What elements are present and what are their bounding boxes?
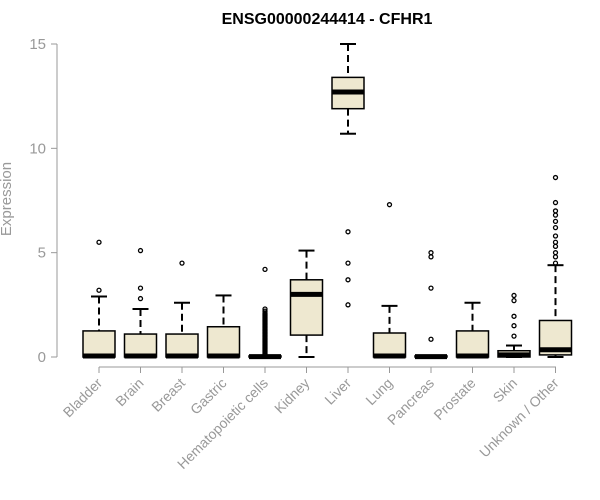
outlier-point [552, 199, 559, 206]
outlier-point [428, 250, 434, 256]
box-breast [165, 260, 199, 359]
outlier-point [137, 295, 144, 302]
outlier-point [552, 233, 559, 239]
outlier-point [428, 336, 434, 342]
outlier-point [262, 266, 268, 273]
box-gastric [206, 294, 241, 359]
box-iqr [289, 279, 324, 336]
outlier-point [386, 202, 393, 208]
outlier-point [345, 277, 351, 283]
outlier-point [511, 292, 517, 299]
box-iqr [82, 330, 116, 358]
outlier-point [552, 212, 559, 218]
outlier-point [552, 243, 559, 250]
outlier-point [345, 260, 351, 266]
box-lung [372, 202, 407, 359]
x-tick-label: Prostate [430, 375, 478, 423]
outlier-point [511, 313, 517, 319]
outlier-point [552, 260, 559, 266]
box-hematopoietic-cells [248, 266, 282, 360]
box-prostate [455, 301, 490, 359]
outlier-point [345, 229, 351, 235]
x-tick-label: Skin [490, 375, 521, 406]
outlier-point [428, 285, 434, 291]
box-iqr [206, 325, 241, 358]
box-skin [497, 292, 531, 358]
x-tick-label: Unknown / Other [476, 375, 562, 461]
outlier-point [345, 302, 351, 308]
outlier-point [137, 247, 144, 254]
outlier-point [428, 254, 434, 260]
y-tick-label: 10 [29, 140, 46, 157]
x-tick-label: Brain [112, 375, 146, 409]
box-liver [331, 43, 365, 308]
y-axis-label: Expression [0, 162, 15, 236]
outlier-point [96, 239, 102, 245]
box-kidney [289, 249, 324, 358]
outlier-point [511, 323, 517, 329]
x-tick-label: Breast [148, 375, 188, 415]
box-pancreas [414, 250, 448, 360]
x-tick-label: Kidney [271, 375, 313, 417]
x-tick-label: Liver [321, 375, 354, 408]
box-iqr [372, 332, 407, 358]
box-brain [123, 247, 158, 359]
x-tick-label: Lung [362, 375, 395, 408]
chart-title: ENSG00000244414 - CFHR1 [222, 11, 433, 28]
outlier-point [262, 308, 268, 314]
outlier-point [552, 174, 559, 181]
outlier-point [552, 239, 559, 245]
box-unknown-other [538, 174, 573, 358]
outlier-point [552, 250, 559, 256]
outlier-point [262, 306, 268, 312]
box-iqr [455, 330, 490, 358]
outlier-point [552, 224, 559, 231]
outlier-point [137, 285, 144, 291]
outlier-point [552, 254, 559, 260]
outlier-point [552, 218, 559, 225]
x-tick-label: Bladder [60, 375, 106, 421]
box-bladder [82, 239, 116, 359]
y-tick-label: 5 [38, 245, 46, 262]
outlier-point [511, 298, 517, 304]
boxes [82, 43, 573, 360]
outlier-point [511, 333, 517, 339]
y-tick-label: 15 [29, 36, 46, 53]
outlier-point [179, 260, 185, 266]
outlier-point [552, 208, 559, 214]
y-ticks: 0 5 10 15 [29, 36, 57, 366]
outlier-point [96, 287, 102, 293]
y-tick-label: 0 [38, 349, 46, 366]
